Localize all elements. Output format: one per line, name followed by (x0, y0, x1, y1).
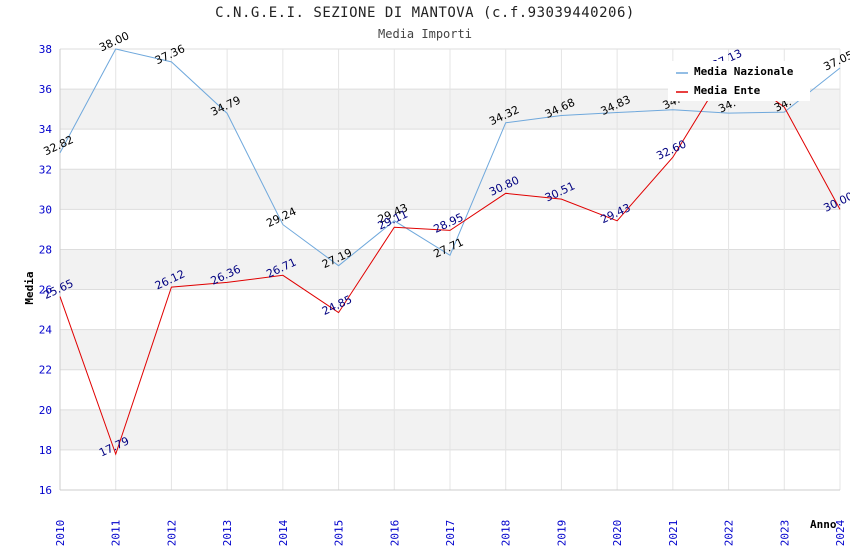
x-tick-label: 2020 (611, 520, 624, 547)
y-tick-label: 22 (39, 364, 52, 377)
legend-label-nazionale: Media Nazionale (694, 65, 794, 78)
grid-lines (59, 48, 841, 491)
y-tick-label: 32 (39, 163, 52, 176)
legend-background (668, 61, 810, 101)
x-tick-label: 2021 (667, 520, 680, 547)
x-tick-label: 2013 (221, 520, 234, 547)
y-tick-label: 16 (39, 484, 52, 497)
y-tick-label: 30 (39, 203, 52, 216)
legend-label-ente: Media Ente (694, 84, 761, 97)
y-axis-title: Media (23, 271, 36, 304)
x-axis-title: Anno (810, 518, 837, 531)
x-tick-label: 2019 (555, 520, 568, 547)
y-tick-label: 18 (39, 444, 52, 457)
x-tick-label: 2024 (834, 519, 847, 546)
y-tick-label: 38 (39, 43, 52, 56)
legend: Media Nazionale Media Ente (668, 61, 810, 101)
x-tick-label: 2023 (778, 520, 791, 547)
y-tick-label: 28 (39, 243, 52, 256)
x-tick-label: 2010 (54, 520, 67, 547)
x-tick-label: 2012 (165, 520, 178, 547)
y-tick-label: 20 (39, 404, 52, 417)
chart-subtitle: Media Importi (378, 27, 472, 41)
x-tick-label: 2018 (500, 520, 513, 547)
y-axis-ticks: 16 18 20 22 24 26 28 30 32 34 36 38 (39, 43, 53, 497)
x-tick-label: 2022 (723, 520, 736, 547)
y-tick-label: 24 (39, 324, 53, 337)
chart-title: C.N.G.E.I. SEZIONE DI MANTOVA (c.f.93039… (215, 5, 635, 21)
x-tick-label: 2017 (444, 520, 457, 547)
y-tick-label: 34 (39, 123, 53, 136)
x-tick-label: 2016 (388, 520, 401, 547)
x-tick-label: 2015 (333, 520, 346, 547)
x-tick-label: 2014 (277, 519, 290, 546)
y-tick-label: 36 (39, 83, 52, 96)
series-line-media-nazionale (59, 48, 841, 267)
y-tick-label: 26 (39, 284, 52, 297)
x-axis-ticks: 2010 2011 2012 2013 2014 2015 2016 2017 2018 2019… (54, 519, 847, 546)
x-tick-label: 2011 (110, 520, 123, 547)
